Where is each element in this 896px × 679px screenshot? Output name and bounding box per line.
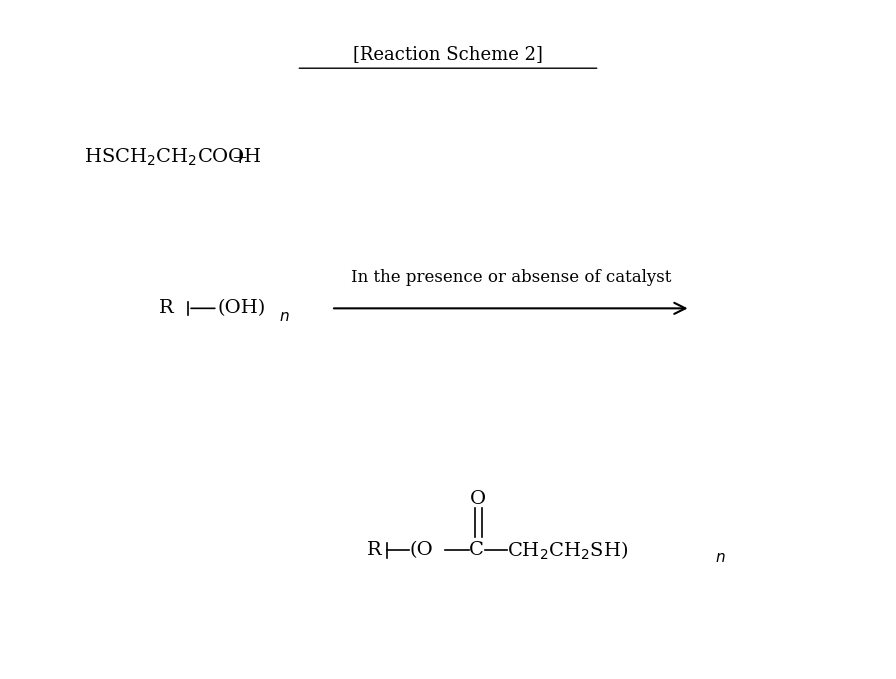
Text: $n$: $n$ [715,551,726,565]
Text: CH$_2$CH$_2$SH): CH$_2$CH$_2$SH) [507,539,628,562]
Text: HSCH$_2$CH$_2$COOH: HSCH$_2$CH$_2$COOH [84,147,263,168]
Text: C: C [469,541,484,559]
Text: O: O [470,490,487,507]
Text: R: R [367,541,382,559]
Text: [Reaction Scheme 2]: [Reaction Scheme 2] [353,45,543,63]
Text: In the presence or absense of catalyst: In the presence or absense of catalyst [350,269,671,286]
Text: $n$: $n$ [280,310,289,324]
Text: +: + [232,149,248,167]
Text: (O: (O [409,541,433,559]
Text: (OH): (OH) [218,299,266,317]
Text: R: R [159,299,174,317]
